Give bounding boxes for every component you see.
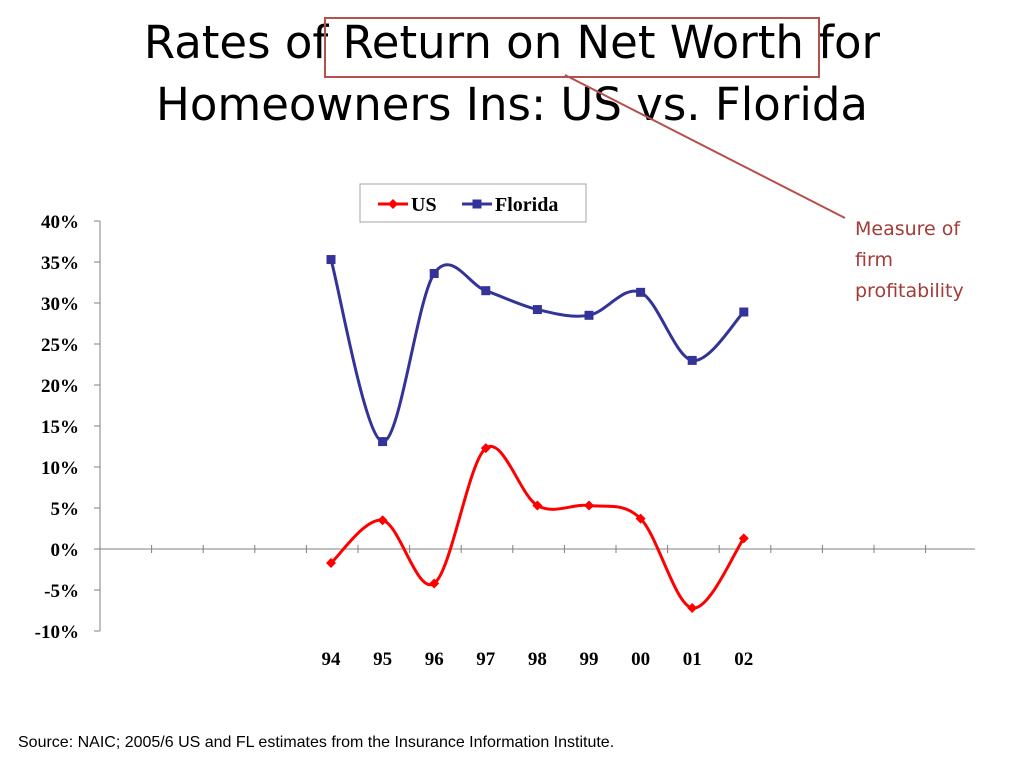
y-tick-label: 20% (41, 376, 79, 397)
x-tick-label: 97 (476, 649, 496, 670)
chart-series (326, 255, 749, 614)
data-point-florida (636, 287, 646, 297)
y-tick-label: -10% (35, 622, 79, 643)
data-point-us (635, 513, 646, 524)
data-point-florida (326, 255, 336, 265)
data-point-florida (481, 286, 491, 296)
x-tick-label: 98 (528, 649, 547, 670)
x-tick-label: 00 (631, 649, 650, 670)
title-highlight-box (324, 17, 820, 78)
y-tick-label: 10% (41, 458, 79, 479)
legend-label-us: US (411, 194, 437, 216)
legend-marker-us (388, 199, 398, 209)
y-tick-label: 25% (41, 335, 79, 356)
x-tick-label: 99 (580, 649, 599, 670)
data-point-us (738, 533, 749, 544)
data-point-us (687, 603, 698, 614)
series-line-florida (329, 259, 745, 444)
data-point-us (480, 443, 491, 454)
x-tick-label: 95 (373, 649, 392, 670)
y-tick-label: 30% (41, 294, 79, 315)
y-tick-label: 0% (51, 540, 80, 561)
title-line-1: Rates of Return on Net Worth for (143, 16, 881, 69)
x-tick-label: 01 (683, 649, 702, 670)
data-point-us (326, 557, 336, 568)
series-us (326, 443, 749, 614)
x-tick-label: 02 (734, 649, 753, 670)
data-point-us (377, 515, 388, 526)
data-point-florida (739, 307, 749, 317)
chart-axes: -10% -5% 0% 5% 10% 15% 20% 25% 30% 35% 40% 94 95 96 97… (35, 212, 975, 670)
y-tick-label: 5% (51, 499, 80, 520)
callout-connector (564, 74, 846, 219)
callout-text: Measure of firm profitability (855, 214, 1015, 307)
legend-label-florida: Florida (495, 194, 558, 216)
source-note: Source: NAIC; 2005/6 US and FL estimates… (18, 734, 615, 751)
y-tick-label: 35% (41, 253, 79, 274)
callout-line-3: profitability (855, 280, 964, 302)
callout-line-2: firm (855, 249, 893, 271)
legend-marker-florida (472, 199, 482, 209)
y-tick-label: 15% (41, 417, 79, 438)
data-point-florida (429, 268, 439, 278)
data-point-us (584, 500, 594, 511)
data-point-florida (532, 305, 542, 315)
x-tick-label: 94 (322, 649, 342, 670)
data-point-florida (584, 310, 594, 320)
data-point-us (532, 500, 543, 511)
data-point-florida (378, 437, 388, 447)
y-tick-label: -5% (44, 581, 79, 602)
series-florida (326, 255, 749, 447)
slide-title: Rates of Return on Net Worth for Homeown… (0, 12, 1024, 136)
y-tick-label: 40% (41, 212, 79, 233)
title-line-2: Homeowners Ins: US vs. Florida (156, 78, 868, 131)
data-point-florida (687, 355, 697, 365)
x-tick-label: 96 (425, 649, 444, 670)
chart-legend: US Florida (359, 183, 587, 223)
data-point-us (429, 578, 440, 589)
series-line-us (329, 444, 746, 610)
callout-line-1: Measure of (855, 218, 961, 240)
